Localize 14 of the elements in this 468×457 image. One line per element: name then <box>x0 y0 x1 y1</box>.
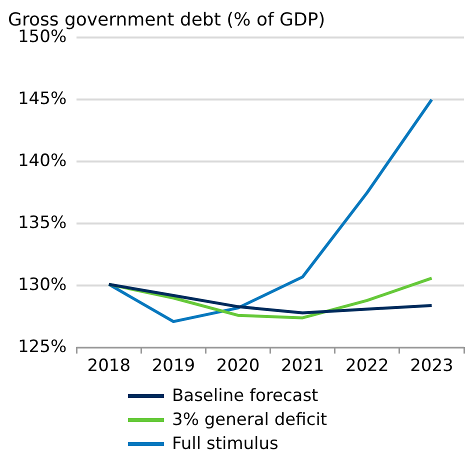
y-tick-label: 145% <box>18 89 67 110</box>
x-tick-label: 2021 <box>280 356 324 376</box>
y-tick-label: 135% <box>18 213 67 234</box>
x-tick-label: 2023 <box>410 356 454 376</box>
y-tick-label: 140% <box>18 151 67 172</box>
x-tick-label: 2018 <box>87 356 131 376</box>
legend-label: 3% general deficit <box>172 410 328 430</box>
x-tick-label: 2022 <box>346 356 389 376</box>
y-tick-label: 130% <box>18 275 67 296</box>
legend-label: Baseline forecast <box>172 386 318 406</box>
y-tick-label: 125% <box>18 337 67 358</box>
legend-label: Full stimulus <box>172 434 278 454</box>
x-tick-label: 2019 <box>152 356 196 376</box>
x-tick-label: 2020 <box>216 356 260 376</box>
